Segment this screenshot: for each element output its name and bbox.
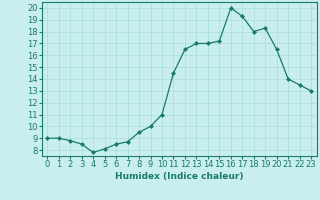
X-axis label: Humidex (Indice chaleur): Humidex (Indice chaleur) [115,172,244,181]
